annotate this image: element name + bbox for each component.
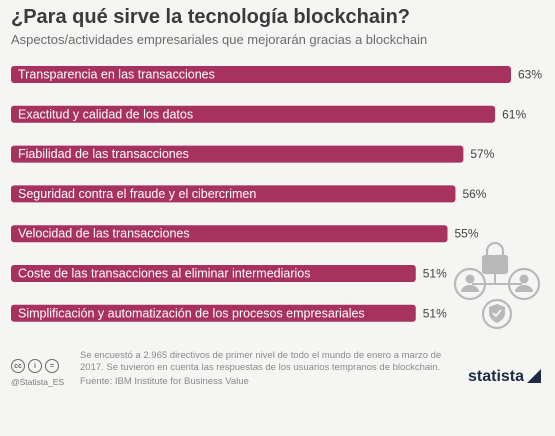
bar-value-label: 57% (470, 147, 494, 161)
source: Fuente: IBM Institute for Business Value (80, 376, 249, 387)
security-network-illustration (453, 242, 541, 330)
bar-label: Fiabilidad de las transacciones (18, 147, 189, 161)
bar-label: Seguridad contra el fraude y el cibercri… (18, 187, 256, 201)
cc-icon: cc (11, 359, 25, 373)
twitter-handle: @Statista_ES (11, 377, 65, 387)
user-icon (453, 267, 487, 301)
bar-label: Simplificación y automatización de los p… (18, 306, 365, 320)
person-icon: i (28, 359, 42, 373)
chart-title: ¿Para qué sirve la tecnología blockchain… (11, 6, 411, 28)
equal-icon: = (45, 359, 59, 373)
bar-label: Velocidad de las transacciones (18, 227, 190, 241)
bar (11, 225, 448, 243)
bar-group: Exactitud y calidad de los datos 61% (11, 105, 526, 123)
bar-group: Transparencia en las transacciones 63% (11, 66, 542, 83)
statista-logo-icon (527, 369, 542, 383)
bar-label: Coste de las transacciones al eliminar i… (18, 267, 311, 281)
bar-group: Seguridad contra el fraude y el cibercri… (11, 185, 487, 203)
bar (11, 185, 456, 203)
bar-value-label: 56% (462, 187, 486, 201)
bar-group: Coste de las transacciones al eliminar i… (11, 265, 447, 282)
bar (11, 145, 464, 163)
bar (11, 304, 416, 322)
bar-group: Velocidad de las transacciones 55% (11, 225, 479, 243)
bar-group: Fiabilidad de las transacciones 57% (11, 145, 495, 163)
bar (11, 66, 511, 83)
bar-value-label: 61% (502, 107, 526, 121)
chart-subtitle: Aspectos/actividades empresariales que m… (11, 32, 428, 47)
bar-label: Exactitud y calidad de los datos (18, 107, 193, 121)
footnote: Se encuestó a 2.965 directivos de primer… (80, 350, 442, 373)
bar-value-label: 51% (423, 306, 447, 320)
lock-icon (481, 242, 509, 275)
bar (11, 265, 416, 282)
logo-text: statista (468, 368, 525, 385)
shield-check-icon (481, 298, 513, 330)
license-icons: cc i = (11, 359, 59, 373)
user-icon (507, 267, 541, 301)
statista-logo: statista (468, 368, 542, 386)
bar-group: Simplificación y automatización de los p… (11, 304, 447, 322)
bar-value-label: 55% (455, 227, 479, 241)
bar-value-label: 63% (518, 68, 542, 82)
bar (11, 105, 496, 123)
bar-label: Transparencia en las transacciones (18, 68, 215, 82)
bar-value-label: 51% (423, 267, 447, 281)
bar-chart: Transparencia en las transacciones 63% Exa… (11, 66, 542, 322)
